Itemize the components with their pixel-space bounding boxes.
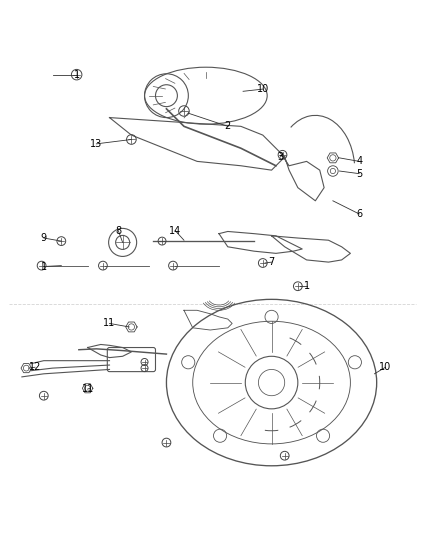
Text: 13: 13 [90,139,102,149]
Text: 10: 10 [257,84,269,94]
Text: 5: 5 [356,168,362,179]
Text: 14: 14 [169,225,181,236]
Text: 7: 7 [268,257,275,267]
Text: 1: 1 [74,70,80,79]
Text: 2: 2 [225,122,231,131]
Text: 9: 9 [41,233,47,243]
Text: 12: 12 [29,362,41,372]
Text: 8: 8 [115,225,121,236]
Text: 11: 11 [103,318,116,328]
Text: 1: 1 [41,262,47,271]
Text: 6: 6 [356,209,362,219]
Text: 4: 4 [356,156,362,166]
Text: 11: 11 [81,384,94,394]
Text: 3: 3 [277,152,283,162]
Text: 1: 1 [304,281,310,291]
Text: 10: 10 [379,362,392,372]
